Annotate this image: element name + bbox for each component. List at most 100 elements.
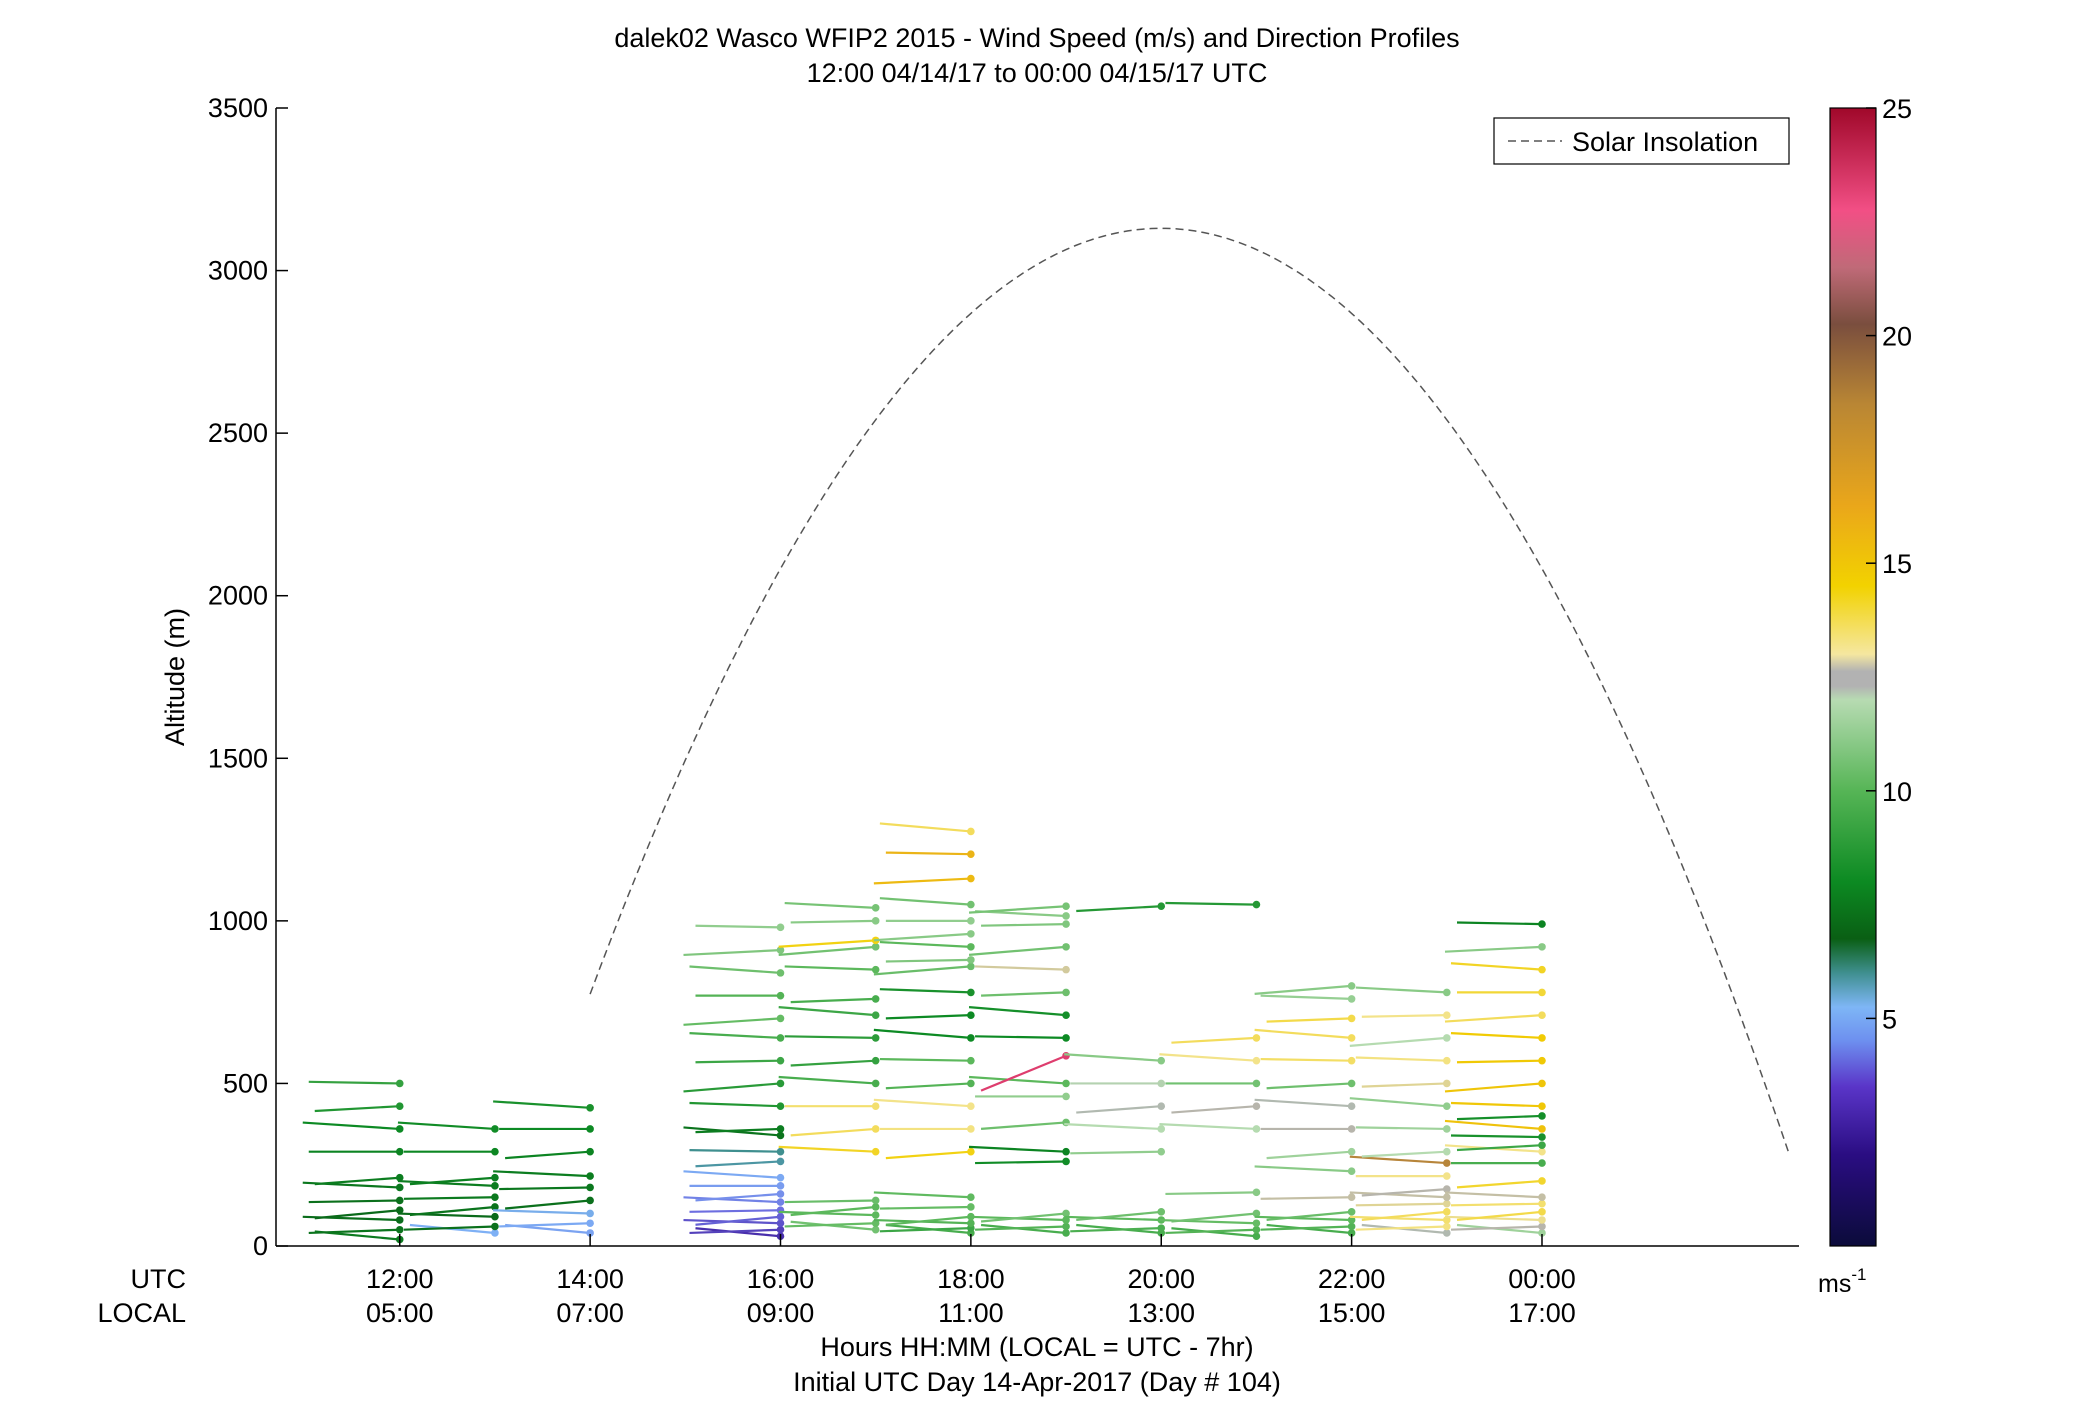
x-tick-label-local: 07:00: [556, 1298, 624, 1328]
wind-barb-line: [1444, 1014, 1543, 1023]
wind-barb-point: [1538, 1141, 1546, 1150]
wind-barb-point: [967, 1193, 975, 1202]
wind-barb-line: [1076, 1210, 1162, 1221]
wind-barb-point: [395, 1196, 404, 1205]
wind-barb-line: [689, 1209, 781, 1213]
wind-barb-point: [1538, 1208, 1546, 1216]
wind-barb-point: [586, 1196, 594, 1205]
wind-barb-point: [1347, 1216, 1356, 1224]
colorbar-gradient: [1829, 107, 1877, 1247]
wind-barb-line: [695, 1192, 781, 1202]
wind-barb-point: [776, 923, 785, 932]
wind-barb-line: [314, 1209, 400, 1220]
wind-barb-point: [1347, 1147, 1356, 1156]
wind-barb-line: [1260, 994, 1352, 1000]
wind-barb-point: [1538, 1199, 1546, 1208]
wind-barb-point: [967, 1125, 975, 1133]
wind-barb-line: [879, 897, 971, 906]
wind-barb-point: [776, 1056, 785, 1065]
wind-barb-line: [873, 965, 971, 976]
legend: Solar Insolation: [1493, 117, 1790, 165]
wind-barb-line: [1260, 1225, 1352, 1231]
x-tick-label-local: 15:00: [1318, 1298, 1386, 1328]
wind-barb-point: [871, 1034, 880, 1042]
wind-barb-point: [1062, 1079, 1070, 1088]
colorbar-unit: ms-1: [1818, 1265, 1866, 1298]
wind-barb-line: [689, 1149, 781, 1153]
y-tick-label: 1000: [208, 906, 268, 936]
x-tick-label-utc: 18:00: [937, 1264, 1005, 1294]
y-tick-label: 2500: [208, 418, 268, 448]
wind-barb-line: [885, 851, 971, 856]
wind-barb-line: [790, 1127, 876, 1137]
wind-barb-point: [1443, 1125, 1451, 1133]
wind-barb-line: [493, 1209, 591, 1215]
wind-barb-line: [1450, 1202, 1543, 1207]
wind-barb-point: [395, 1225, 404, 1234]
wind-barb-point: [1347, 1208, 1356, 1216]
chart-subtitle: 12:00 04/14/17 to 00:00 04/15/17 UTC: [807, 58, 1268, 88]
wind-barb-line: [879, 1205, 971, 1210]
wind-barb-line: [980, 1121, 1067, 1130]
wind-barb-point: [871, 1219, 880, 1228]
wind-barb-point: [1252, 1232, 1261, 1241]
wind-barb-point: [871, 1225, 880, 1234]
wind-barb-point: [1443, 1208, 1451, 1216]
wind-barb-point: [871, 1011, 880, 1019]
wind-barb-line: [1456, 1210, 1543, 1221]
wind-barb-line: [695, 924, 781, 929]
wind-barb-point: [1062, 912, 1070, 920]
x-tick-label-utc: 12:00: [366, 1264, 434, 1294]
wind-barb-line: [308, 1228, 400, 1235]
wind-barb-point: [776, 1125, 785, 1133]
wind-barb-point: [776, 969, 785, 977]
wind-barb-line: [790, 1205, 876, 1217]
wind-barb-point: [1157, 1147, 1166, 1156]
wind-barb-point: [1443, 1222, 1451, 1231]
y-tick-label: 0: [253, 1231, 268, 1261]
wind-barb-line: [499, 1222, 591, 1228]
wind-barb-point: [1443, 1102, 1451, 1110]
wind-barb-line: [968, 945, 1067, 956]
wind-barb-line: [885, 1014, 971, 1020]
colorbar-unit-base: ms: [1818, 1270, 1851, 1298]
wind-barb-line: [885, 958, 971, 963]
wind-barb-point: [1157, 1208, 1166, 1216]
wind-barb-line: [879, 822, 971, 833]
wind-barb-line: [1450, 1101, 1543, 1108]
wind-barb-point: [1443, 1185, 1451, 1193]
wind-barb-point: [395, 1183, 404, 1192]
wind-barb-point: [395, 1147, 404, 1156]
wind-barb-point: [776, 1014, 785, 1023]
wind-barb-line: [778, 939, 876, 948]
wind-barb-point: [1347, 1056, 1356, 1065]
wind-barb-point: [491, 1222, 499, 1231]
x-tick-label-utc: 00:00: [1508, 1264, 1576, 1294]
wind-barb-line: [1349, 1155, 1447, 1165]
colorbar-ticks: 5 10 15 20 25: [1866, 94, 1912, 1034]
wind-barb-line: [689, 1032, 781, 1040]
wind-barb-point: [871, 1196, 880, 1205]
wind-barb-point: [491, 1212, 499, 1221]
wind-barb-point: [776, 1131, 785, 1140]
wind-barb-point: [1538, 1011, 1546, 1019]
wind-barb-point: [1347, 1079, 1356, 1088]
wind-barb-point: [1157, 1056, 1166, 1065]
x-axis-label: Hours HH:MM (LOCAL = UTC - 7hr): [820, 1332, 1253, 1362]
local-row-label: LOCAL: [97, 1298, 186, 1328]
wind-barb-line: [968, 905, 1067, 914]
wind-barb-point: [1538, 1112, 1546, 1120]
wind-barb-line: [784, 1222, 876, 1228]
wind-barb-line: [1355, 986, 1447, 994]
wind-barb-line: [689, 1228, 781, 1235]
wind-barb-line: [968, 1006, 1067, 1017]
wind-barb-line: [683, 1082, 781, 1093]
wind-barb-line: [1355, 1056, 1447, 1062]
wind-barb-line: [1171, 1036, 1257, 1044]
wind-barb-line: [493, 1100, 591, 1109]
wind-barb-point: [491, 1203, 499, 1211]
y-axis-ticks: 0 500 1000 1500 2000 2500 3000 3500: [208, 93, 288, 1261]
wind-barb-point: [871, 965, 880, 974]
wind-barb-line: [1171, 1212, 1257, 1223]
wind-barb-line: [403, 1225, 495, 1231]
